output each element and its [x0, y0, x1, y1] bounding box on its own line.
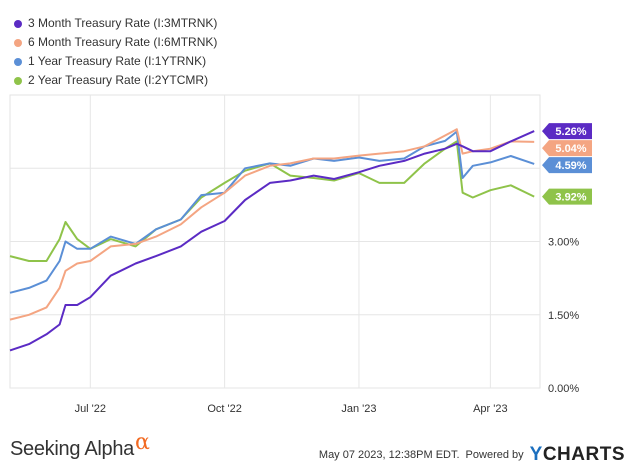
legend-dot-icon: [14, 57, 22, 66]
ycharts-logo[interactable]: YCHARTS: [529, 444, 625, 465]
x-tick-label: Apr '23: [473, 403, 508, 415]
series-line-3: [9, 140, 535, 262]
y-tick-label: 0.00%: [548, 383, 579, 395]
powered-by-text: Powered by: [465, 449, 524, 461]
legend-item: 6 Month Treasury Rate (I:6MTRNK): [14, 33, 217, 52]
y-tick-label: 3.00%: [548, 237, 579, 249]
seeking-alpha-logo[interactable]: Seeking Alphaα: [10, 430, 150, 461]
legend-dot-icon: [14, 76, 22, 85]
last-value-label: 5.26%: [555, 126, 586, 138]
x-tick-label: Jul '22: [75, 403, 106, 415]
legend-dot-icon: [14, 19, 22, 28]
x-tick-label: Jan '23: [341, 403, 376, 415]
last-value-badge: [542, 123, 592, 140]
brand-text: Seeking Alpha: [10, 438, 134, 460]
series-line-2: [9, 130, 535, 294]
legend-label: 2 Year Treasury Rate (I:2YTCMR): [28, 73, 209, 87]
series-line-0: [9, 130, 535, 352]
last-value-label: 4.59%: [555, 160, 586, 172]
series-line-1: [9, 128, 535, 321]
y-tick-label: 1.50%: [548, 310, 579, 322]
legend-item: 2 Year Treasury Rate (I:2YTCMR): [14, 71, 217, 90]
footer-attribution: May 07 2023, 12:38PM EDT. Powered by YCH…: [319, 444, 625, 466]
legend-dot-icon: [14, 38, 22, 47]
timestamp: May 07 2023, 12:38PM EDT.: [318, 449, 460, 461]
last-value-badge: [542, 188, 592, 205]
last-value-label: 3.92%: [555, 192, 586, 204]
legend-label: 3 Month Treasury Rate (I:3MTRNK): [28, 16, 218, 30]
last-value-label: 5.04%: [555, 143, 586, 155]
chart-legend: 3 Month Treasury Rate (I:3MTRNK) 6 Month …: [14, 14, 217, 90]
last-value-badge: [542, 140, 592, 157]
legend-label: 1 Year Treasury Rate (I:1YTRNK): [28, 54, 207, 68]
legend-item: 3 Month Treasury Rate (I:3MTRNK): [14, 14, 217, 33]
last-value-badge: [542, 157, 592, 174]
legend-label: 6 Month Treasury Rate (I:6MTRNK): [28, 35, 218, 49]
x-tick-label: Oct '22: [207, 403, 242, 415]
alpha-icon: α: [134, 430, 150, 455]
legend-item: 1 Year Treasury Rate (I:1YTRNK): [14, 52, 217, 71]
